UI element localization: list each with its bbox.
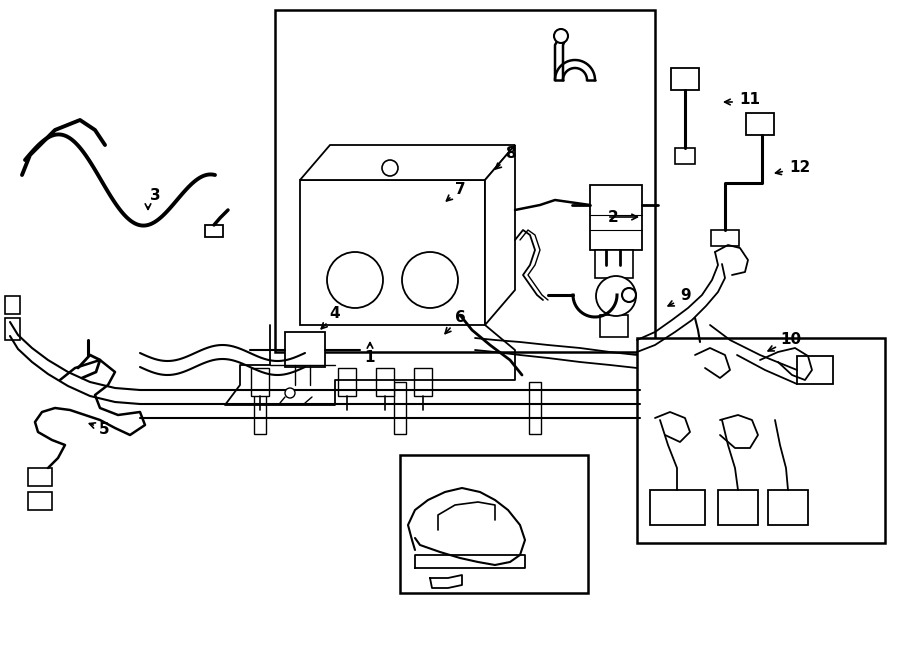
Polygon shape bbox=[485, 145, 515, 325]
Bar bbox=[5, 318, 20, 340]
Bar bbox=[637, 338, 885, 543]
Bar bbox=[254, 382, 266, 434]
Bar bbox=[338, 368, 356, 396]
Bar bbox=[28, 492, 52, 510]
Bar bbox=[251, 368, 269, 396]
Bar bbox=[205, 225, 223, 237]
Bar bbox=[300, 180, 485, 325]
Bar bbox=[376, 368, 394, 396]
Text: 9: 9 bbox=[680, 288, 691, 303]
Circle shape bbox=[327, 252, 383, 308]
Circle shape bbox=[554, 29, 568, 43]
Bar bbox=[746, 113, 774, 135]
Bar bbox=[590, 185, 642, 250]
Text: 5: 5 bbox=[99, 422, 109, 438]
Bar bbox=[28, 468, 52, 486]
Bar bbox=[675, 148, 695, 164]
Text: 4: 4 bbox=[329, 305, 340, 321]
Polygon shape bbox=[300, 145, 515, 180]
Circle shape bbox=[285, 388, 295, 398]
Bar bbox=[275, 10, 655, 352]
Circle shape bbox=[402, 252, 458, 308]
Bar bbox=[595, 250, 633, 278]
Bar bbox=[797, 356, 833, 384]
Bar bbox=[285, 332, 325, 367]
Bar bbox=[671, 68, 699, 90]
Bar bbox=[5, 296, 20, 314]
Bar bbox=[394, 382, 406, 434]
Bar bbox=[414, 368, 432, 396]
Bar bbox=[529, 382, 541, 434]
Text: 6: 6 bbox=[454, 311, 465, 325]
Text: 12: 12 bbox=[789, 159, 811, 175]
Text: 2: 2 bbox=[608, 210, 618, 225]
Bar bbox=[600, 315, 628, 337]
Bar bbox=[650, 490, 705, 525]
Text: 3: 3 bbox=[149, 188, 160, 204]
Circle shape bbox=[382, 160, 398, 176]
Bar bbox=[718, 490, 758, 525]
Bar bbox=[711, 230, 739, 246]
Bar bbox=[400, 455, 588, 593]
Text: 10: 10 bbox=[780, 332, 802, 348]
Text: 11: 11 bbox=[740, 93, 760, 108]
Circle shape bbox=[596, 276, 636, 316]
Text: 1: 1 bbox=[364, 350, 375, 366]
Circle shape bbox=[622, 288, 636, 302]
Bar bbox=[768, 490, 808, 525]
Text: 7: 7 bbox=[454, 182, 465, 198]
Text: 8: 8 bbox=[505, 147, 516, 161]
